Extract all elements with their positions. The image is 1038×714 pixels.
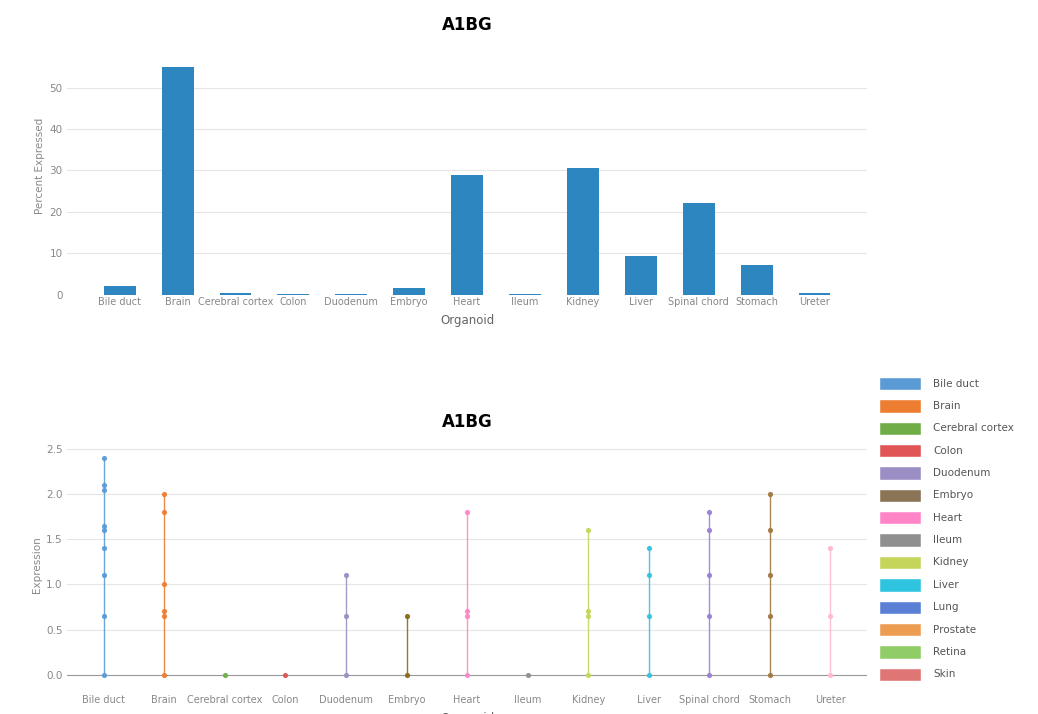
Bar (880, 490, 921, 502)
Title: A1BG: A1BG (442, 16, 492, 34)
Point (762, 488, 778, 500)
Text: Colon: Colon (933, 446, 963, 456)
Point (822, 543, 839, 554)
Point (459, 507, 475, 518)
Point (337, 570, 354, 581)
Bar (798, 293, 830, 295)
Point (580, 525, 597, 536)
Bar (880, 557, 921, 569)
Title: A1BG: A1BG (442, 413, 492, 431)
Bar (880, 579, 921, 591)
Point (701, 570, 717, 581)
Bar (683, 203, 714, 295)
Bar (104, 286, 136, 295)
Point (95, 453, 112, 464)
Text: Ileum: Ileum (933, 535, 962, 545)
Point (640, 570, 657, 581)
Point (156, 507, 172, 518)
Point (459, 669, 475, 680)
Bar (625, 256, 657, 295)
Bar (880, 445, 921, 458)
Point (762, 669, 778, 680)
Bar (162, 67, 193, 295)
Point (640, 543, 657, 554)
Point (156, 669, 172, 680)
Bar (880, 535, 921, 547)
Text: Kidney: Kidney (933, 558, 968, 568)
Point (95, 669, 112, 680)
Point (156, 610, 172, 622)
Bar (567, 169, 599, 295)
Point (95, 484, 112, 496)
Bar (880, 401, 921, 413)
Text: Cerebral cortex: Cerebral cortex (933, 423, 1014, 433)
X-axis label: Organoid: Organoid (440, 713, 494, 714)
Text: Gene Expression Across Organoids: Gene Expression Across Organoids (8, 9, 418, 29)
Point (701, 669, 717, 680)
Point (95, 570, 112, 581)
Point (762, 610, 778, 622)
Point (580, 605, 597, 617)
Bar (880, 512, 921, 524)
Bar (880, 423, 921, 435)
Y-axis label: Expression: Expression (32, 536, 42, 593)
Point (701, 507, 717, 518)
Point (519, 669, 536, 680)
Point (701, 525, 717, 536)
Point (762, 570, 778, 581)
Point (399, 610, 415, 622)
Text: Brain: Brain (933, 401, 961, 411)
Point (762, 525, 778, 536)
Point (95, 543, 112, 554)
Bar (880, 468, 921, 480)
Bar (509, 293, 541, 295)
Point (640, 669, 657, 680)
Text: Lung: Lung (933, 602, 959, 612)
Point (95, 525, 112, 536)
Point (459, 605, 475, 617)
Point (337, 610, 354, 622)
Point (580, 669, 597, 680)
Point (277, 669, 294, 680)
Bar (741, 265, 772, 295)
Point (156, 488, 172, 500)
Point (459, 610, 475, 622)
Bar (880, 624, 921, 636)
Text: Prostate: Prostate (933, 625, 977, 635)
Point (156, 605, 172, 617)
Point (580, 610, 597, 622)
Bar (220, 293, 251, 295)
Point (640, 610, 657, 622)
Text: Heart: Heart (933, 513, 962, 523)
Y-axis label: Percent Expressed: Percent Expressed (35, 118, 46, 214)
Point (822, 610, 839, 622)
Point (701, 610, 717, 622)
Point (156, 579, 172, 590)
Bar (452, 176, 483, 295)
Text: Duodenum: Duodenum (933, 468, 991, 478)
Point (95, 521, 112, 532)
Text: Retina: Retina (933, 647, 966, 657)
Point (95, 480, 112, 491)
Text: Liver: Liver (933, 580, 959, 590)
Text: Embryo: Embryo (933, 491, 974, 501)
Bar (393, 288, 426, 295)
Bar (880, 646, 921, 658)
Point (822, 669, 839, 680)
Text: Bile duct: Bile duct (933, 378, 979, 388)
Bar (880, 602, 921, 614)
X-axis label: Organoid: Organoid (440, 314, 494, 327)
Point (217, 669, 234, 680)
Text: Skin: Skin (933, 669, 956, 679)
Point (399, 669, 415, 680)
Bar (880, 378, 921, 391)
Bar (880, 669, 921, 681)
Point (337, 669, 354, 680)
Point (95, 610, 112, 622)
